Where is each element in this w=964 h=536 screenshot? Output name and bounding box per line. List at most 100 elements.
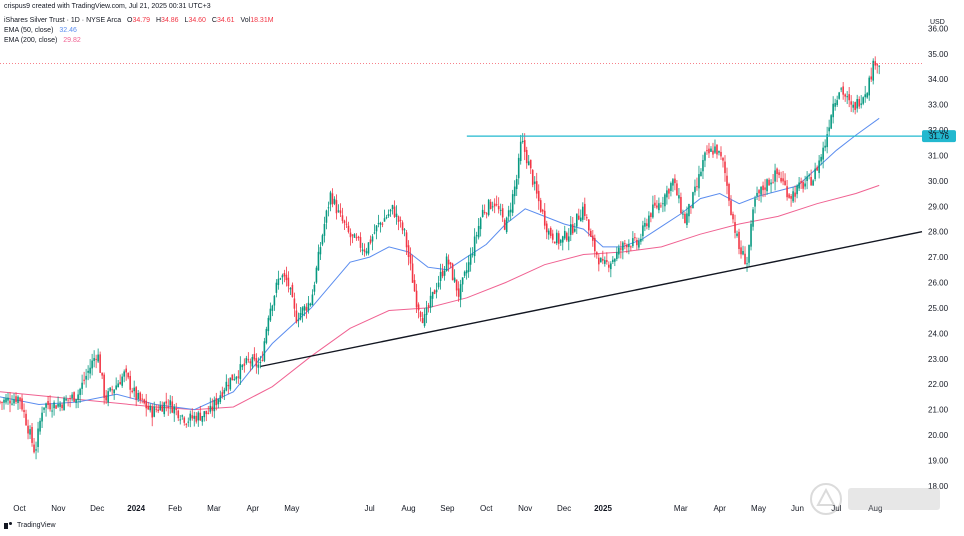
candle-body: [25, 413, 27, 426]
candle-body: [676, 183, 678, 196]
candle-body: [117, 383, 119, 388]
candle-body: [429, 295, 432, 308]
candle-body: [267, 317, 270, 332]
candle-body: [177, 410, 180, 419]
x-tick-label: Jun: [791, 504, 804, 513]
candle-body: [347, 225, 350, 232]
candle-body: [626, 244, 628, 248]
candle-body: [698, 174, 700, 189]
candle-body: [271, 305, 274, 311]
candle-body: [604, 260, 606, 264]
candle-body: [85, 375, 87, 380]
footer[interactable]: TradingView: [4, 522, 56, 529]
candle-body: [567, 236, 570, 242]
y-tick-label: 34.00: [928, 75, 949, 84]
candle-body: [748, 244, 750, 263]
candle-body: [27, 425, 29, 434]
resistance-price-label: 31.76: [929, 132, 950, 141]
candle-body: [15, 396, 17, 402]
candle-body: [836, 100, 838, 105]
candle-body: [355, 237, 358, 239]
candle-body: [858, 99, 860, 107]
x-tick-label: 2025: [594, 504, 612, 513]
candle-body: [447, 259, 450, 265]
candle-body: [517, 157, 520, 179]
y-tick-label: 33.00: [928, 101, 949, 110]
candle-body: [545, 223, 548, 233]
candle-body: [105, 395, 107, 401]
candle-body: [157, 409, 160, 412]
candle-body: [778, 172, 780, 176]
candle-body: [471, 254, 474, 256]
x-tick-label: Aug: [868, 504, 882, 513]
candle-body: [61, 404, 63, 409]
candle-body: [293, 298, 296, 309]
candle-body: [646, 223, 648, 227]
candle-body: [93, 358, 95, 361]
candle-body: [734, 222, 736, 233]
candle-body: [878, 65, 881, 67]
candle-body: [1, 402, 3, 404]
candle-body: [333, 198, 336, 204]
candle-body: [503, 219, 506, 230]
candle-body: [357, 236, 360, 238]
candle-body: [277, 278, 280, 285]
candle-body: [239, 364, 242, 379]
x-tick-label: May: [751, 504, 766, 513]
candle-body: [421, 318, 424, 324]
x-tick-label: Mar: [674, 504, 688, 513]
y-tick-label: 27.00: [928, 253, 949, 262]
candle-body: [161, 405, 164, 412]
symbol-legend[interactable]: iShares Silver Trust · 1D · NYSE Arca O3…: [4, 17, 274, 24]
candle-body: [249, 361, 252, 364]
ema200-legend[interactable]: EMA (200, close) 29.82: [4, 37, 81, 44]
candle-body: [750, 223, 752, 247]
candle-body: [461, 277, 464, 285]
candle-body: [477, 225, 480, 238]
y-tick-label: 35.00: [928, 50, 949, 59]
candle-body: [600, 257, 602, 263]
candle-body: [551, 233, 554, 240]
candle-body: [634, 237, 636, 239]
candle-body: [768, 179, 770, 186]
y-tick-label: 32.00: [928, 126, 949, 135]
candle-body: [291, 284, 294, 298]
candle-body: [692, 192, 694, 209]
candle-body: [513, 186, 516, 197]
candle-body: [235, 376, 238, 380]
candle-body: [728, 183, 730, 201]
tradingview-logo-icon: [4, 522, 14, 529]
candle-body: [297, 319, 300, 321]
candle-body: [183, 417, 186, 423]
x-tick-label: Aug: [401, 504, 415, 513]
candle-body: [53, 402, 55, 409]
open-label: O: [127, 17, 133, 24]
candle-body: [275, 282, 278, 293]
candle-body: [107, 391, 109, 403]
candle-body: [171, 401, 174, 413]
candle-body: [557, 233, 560, 244]
y-tick-label: 20.00: [928, 431, 949, 440]
candle-body: [810, 177, 812, 186]
ema50-legend[interactable]: EMA (50, close) 32.46: [4, 27, 77, 34]
candle-body: [738, 231, 740, 250]
candle-body: [151, 406, 154, 418]
candle-body: [722, 157, 724, 161]
x-tick-label: Dec: [90, 504, 104, 513]
candle-body: [313, 284, 316, 292]
candle-body: [473, 236, 476, 257]
candle-body: [862, 97, 864, 104]
candle-body: [261, 360, 264, 362]
candle-body: [712, 150, 714, 155]
candle-body: [319, 247, 322, 255]
candle-body: [443, 270, 446, 276]
candle-body: [688, 204, 690, 217]
candle-body: [135, 387, 137, 400]
ema50-line: [0, 117, 880, 411]
candle-body: [393, 206, 396, 217]
candle-body: [71, 394, 73, 399]
candle-body: [814, 168, 816, 180]
candle-body: [511, 194, 514, 213]
candle-body: [0, 401, 1, 403]
